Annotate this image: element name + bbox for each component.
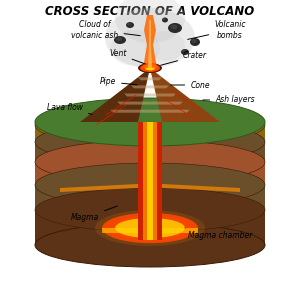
Text: Cloud of
volcanic ash: Cloud of volcanic ash (71, 20, 140, 40)
Ellipse shape (170, 25, 178, 29)
Ellipse shape (35, 188, 265, 232)
Ellipse shape (120, 218, 180, 238)
Ellipse shape (35, 120, 265, 164)
Polygon shape (35, 210, 265, 245)
Text: Vent: Vent (109, 50, 146, 64)
Ellipse shape (145, 65, 155, 70)
Ellipse shape (190, 38, 200, 46)
Ellipse shape (168, 23, 182, 33)
Ellipse shape (35, 120, 265, 164)
Text: Pipe: Pipe (100, 77, 137, 86)
Text: Cone: Cone (171, 80, 210, 89)
Polygon shape (117, 102, 183, 105)
Ellipse shape (35, 223, 265, 267)
Polygon shape (80, 68, 150, 122)
Ellipse shape (162, 17, 168, 22)
Text: Crater: Crater (161, 52, 207, 65)
Ellipse shape (35, 140, 265, 184)
Ellipse shape (110, 30, 160, 66)
Polygon shape (131, 85, 169, 88)
Polygon shape (124, 94, 176, 97)
Polygon shape (138, 122, 162, 240)
Ellipse shape (35, 163, 265, 207)
Ellipse shape (191, 39, 196, 43)
Text: Volcanic
bombs: Volcanic bombs (188, 20, 246, 40)
Ellipse shape (112, 215, 188, 241)
Polygon shape (105, 95, 137, 115)
Text: Magma chamber: Magma chamber (185, 228, 252, 239)
Ellipse shape (114, 36, 126, 44)
Ellipse shape (95, 210, 205, 246)
Ellipse shape (35, 103, 265, 147)
Polygon shape (138, 77, 162, 80)
Ellipse shape (145, 31, 185, 61)
Text: Ash layers: Ash layers (203, 95, 255, 104)
Polygon shape (35, 185, 265, 210)
Polygon shape (60, 184, 138, 192)
Ellipse shape (103, 213, 197, 243)
Polygon shape (170, 90, 202, 110)
Polygon shape (95, 105, 127, 125)
Text: Magma: Magma (71, 206, 117, 223)
Ellipse shape (163, 18, 166, 20)
Polygon shape (162, 184, 240, 192)
Text: Lava flow: Lava flow (47, 103, 92, 114)
Ellipse shape (35, 103, 265, 147)
Polygon shape (148, 20, 152, 68)
Polygon shape (150, 68, 220, 122)
Ellipse shape (35, 188, 265, 232)
Ellipse shape (35, 140, 265, 184)
Polygon shape (35, 162, 265, 185)
Ellipse shape (115, 0, 185, 43)
Ellipse shape (138, 63, 162, 73)
Polygon shape (143, 15, 157, 68)
Polygon shape (35, 142, 265, 162)
Ellipse shape (126, 22, 134, 28)
Ellipse shape (182, 50, 186, 52)
Ellipse shape (116, 37, 122, 41)
Polygon shape (147, 122, 153, 240)
Polygon shape (110, 110, 190, 113)
Ellipse shape (127, 22, 131, 26)
Polygon shape (143, 122, 157, 240)
Ellipse shape (35, 98, 265, 146)
Ellipse shape (140, 64, 160, 72)
Polygon shape (102, 228, 198, 233)
Ellipse shape (35, 163, 265, 207)
Ellipse shape (181, 49, 189, 55)
Polygon shape (35, 125, 265, 142)
Ellipse shape (105, 8, 195, 68)
Text: CROSS SECTION OF A VOLCANO: CROSS SECTION OF A VOLCANO (45, 5, 255, 18)
Polygon shape (165, 100, 197, 120)
Ellipse shape (102, 213, 198, 243)
Ellipse shape (115, 218, 185, 238)
Polygon shape (35, 122, 265, 125)
